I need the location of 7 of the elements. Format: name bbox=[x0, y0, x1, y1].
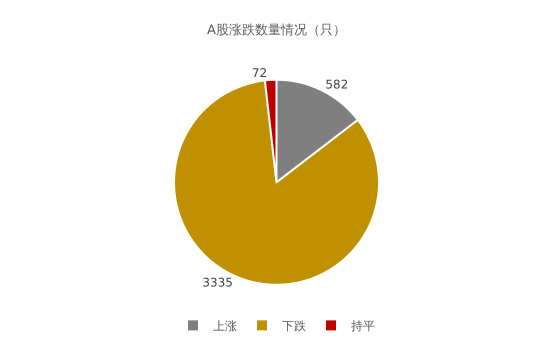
legend-label: 持平 bbox=[351, 319, 375, 334]
legend-label: 下跌 bbox=[282, 319, 306, 334]
data-label: 72 bbox=[252, 66, 268, 80]
legend-label: 上涨 bbox=[213, 319, 237, 334]
data-label: 582 bbox=[325, 78, 348, 92]
data-label: 3335 bbox=[202, 276, 233, 290]
chart-title: A股涨跌数量情况（只） bbox=[207, 23, 346, 38]
